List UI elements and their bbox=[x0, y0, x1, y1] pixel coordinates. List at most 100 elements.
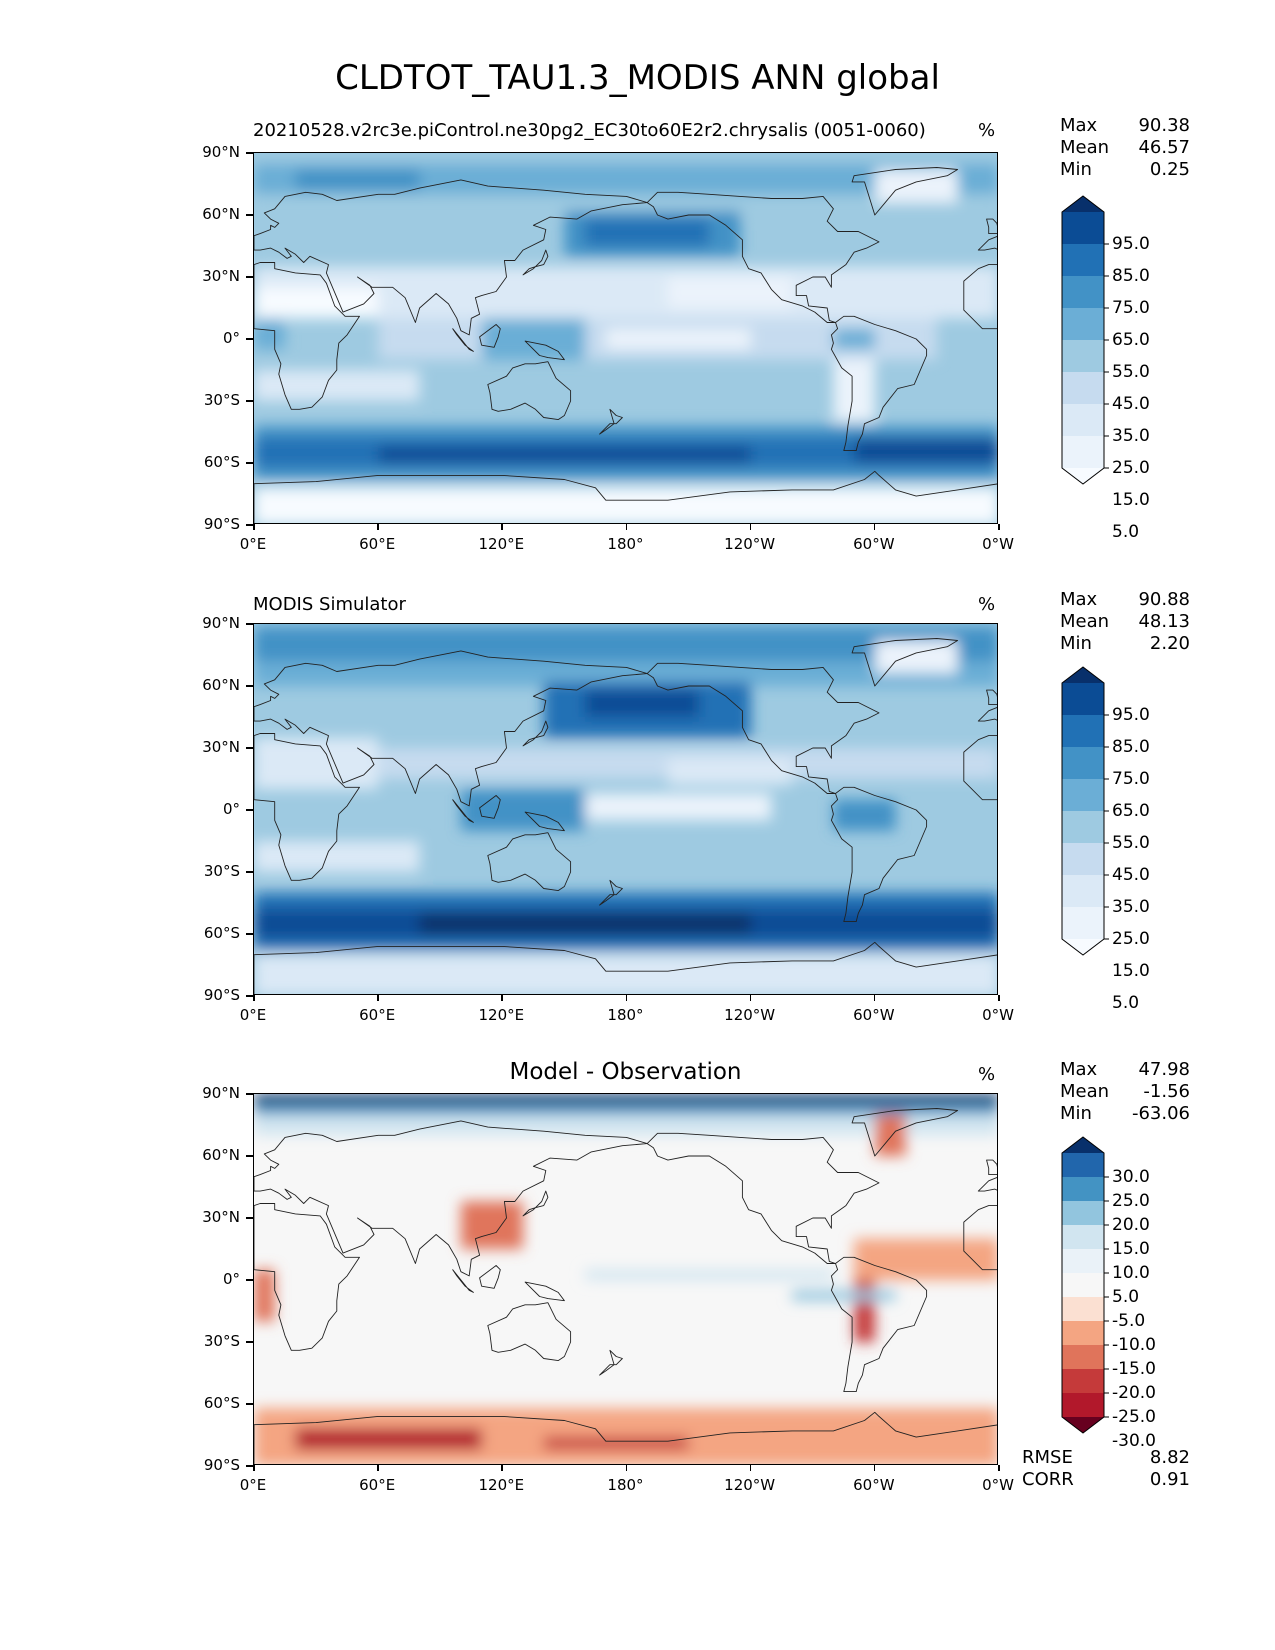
colorbar-label: 65.0 bbox=[1112, 801, 1150, 821]
field-region bbox=[254, 1104, 997, 1115]
field-region bbox=[543, 1437, 689, 1450]
colorbar-swatch bbox=[1062, 747, 1104, 780]
y-tick-mark bbox=[246, 747, 253, 749]
coastline bbox=[452, 328, 474, 352]
coastline bbox=[524, 1281, 565, 1302]
stat-min-value: -63.06 bbox=[1131, 1103, 1190, 1124]
x-tick-label: 180° bbox=[607, 535, 644, 553]
y-tick-mark bbox=[246, 933, 253, 935]
colorbar-extend-bottom bbox=[1062, 468, 1104, 484]
y-tick-label: 30°S bbox=[203, 862, 240, 880]
y-tick-mark bbox=[246, 1341, 253, 1343]
coastline bbox=[963, 735, 997, 801]
field-region bbox=[481, 318, 586, 360]
colorbar-extend-top bbox=[1062, 1137, 1104, 1153]
map-plot bbox=[253, 1093, 998, 1465]
coastline bbox=[479, 324, 501, 348]
panel-test: 20210528.v2rc3e.piControl.ne30pg2_EC30to… bbox=[0, 115, 1275, 592]
field-region bbox=[667, 758, 793, 786]
colorbar-swatch bbox=[1062, 404, 1104, 437]
page-title: CLDTOT_TAU1.3_MODIS ANN global bbox=[335, 58, 940, 98]
x-tick-mark bbox=[625, 995, 627, 1001]
coastline bbox=[599, 879, 623, 906]
y-tick-mark bbox=[246, 338, 253, 340]
y-tick-mark bbox=[246, 995, 253, 997]
y-tick-mark bbox=[246, 276, 253, 278]
coastline bbox=[963, 1205, 997, 1271]
map-plot bbox=[253, 623, 998, 995]
y-tick-mark bbox=[246, 214, 253, 216]
colorbar-swatch bbox=[1062, 1321, 1104, 1346]
y-tick-label: 60°S bbox=[203, 453, 240, 471]
y-tick-mark bbox=[246, 623, 253, 625]
corr-label: CORR bbox=[1022, 1469, 1074, 1490]
colorbar-label: 95.0 bbox=[1112, 705, 1150, 725]
colorbar-swatch bbox=[1062, 244, 1104, 277]
colorbar-label: 55.0 bbox=[1112, 833, 1150, 853]
x-tick-mark bbox=[377, 1465, 379, 1471]
y-tick-label: 60°N bbox=[202, 676, 240, 694]
coastline bbox=[830, 315, 928, 452]
corr-value: 0.91 bbox=[1149, 1469, 1190, 1490]
colorbar-label: 95.0 bbox=[1112, 234, 1150, 254]
coastline bbox=[522, 720, 549, 747]
panel-title: MODIS Simulator bbox=[253, 594, 406, 615]
field-region bbox=[254, 370, 420, 401]
coastline bbox=[599, 1349, 623, 1376]
x-tick-label: 0°E bbox=[239, 1006, 267, 1024]
coastline bbox=[522, 249, 549, 276]
field-region bbox=[254, 954, 997, 994]
coastline bbox=[524, 340, 565, 361]
stat-max-label: Max bbox=[1060, 589, 1098, 610]
x-tick-mark bbox=[998, 524, 1000, 530]
panel-units: % bbox=[978, 1064, 996, 1085]
colorbar-swatch bbox=[1062, 843, 1104, 876]
x-tick-mark bbox=[625, 1465, 627, 1471]
stats-box: Max 90.38 Mean 46.57 Min 0.25 bbox=[1060, 115, 1190, 181]
field-region bbox=[833, 799, 896, 831]
colorbar-swatch bbox=[1062, 875, 1104, 908]
x-tick-mark bbox=[501, 1465, 503, 1471]
coastline bbox=[646, 1132, 880, 1264]
stat-min-value: 2.20 bbox=[1149, 633, 1190, 654]
x-tick-label: 180° bbox=[607, 1476, 644, 1494]
y-tick-label: 30°S bbox=[203, 391, 240, 409]
colorbar-label: 15.0 bbox=[1112, 961, 1150, 981]
y-tick-mark bbox=[246, 152, 253, 154]
stat-max-value: 47.98 bbox=[1138, 1059, 1190, 1080]
colorbar-swatch bbox=[1062, 811, 1104, 844]
map-svg bbox=[254, 624, 997, 994]
colorbar-label: 10.0 bbox=[1112, 1263, 1150, 1283]
coastline bbox=[254, 1411, 997, 1464]
field-region bbox=[833, 359, 875, 422]
stat-max-value: 90.88 bbox=[1138, 589, 1190, 610]
colorbar-label: 65.0 bbox=[1112, 330, 1150, 350]
coastline bbox=[977, 1177, 997, 1192]
colorbar-label: -25.0 bbox=[1112, 1407, 1156, 1427]
x-tick-mark bbox=[749, 995, 752, 1001]
y-tick-mark bbox=[246, 400, 253, 402]
y-tick-mark bbox=[246, 871, 253, 873]
colorbar-svg bbox=[1061, 1136, 1109, 1434]
colorbar-extend-top bbox=[1062, 196, 1104, 212]
colorbar-swatch bbox=[1062, 276, 1104, 309]
stat-min-value: 0.25 bbox=[1149, 159, 1190, 180]
panel-units: % bbox=[978, 594, 996, 615]
colorbar-extend-top bbox=[1062, 667, 1104, 683]
coastline bbox=[522, 1190, 549, 1217]
x-tick-label: 120°E bbox=[478, 1476, 525, 1494]
stat-max-label: Max bbox=[1060, 115, 1098, 136]
y-tick-label: 60°N bbox=[202, 1146, 240, 1164]
field-region bbox=[254, 318, 286, 350]
x-tick-label: 120°W bbox=[724, 1476, 776, 1494]
panel-units: % bbox=[978, 120, 996, 141]
colorbar-label: -30.0 bbox=[1112, 1431, 1156, 1451]
colorbar-label: 45.0 bbox=[1112, 865, 1150, 885]
x-tick-label: 0°E bbox=[239, 535, 267, 553]
field-region bbox=[419, 913, 751, 934]
colorbar-label: 5.0 bbox=[1112, 522, 1140, 542]
stats-box: Max 47.98 Mean -1.56 Min -63.06 bbox=[1060, 1059, 1190, 1125]
coastline bbox=[254, 179, 648, 336]
field-region bbox=[667, 277, 793, 308]
coastline bbox=[986, 218, 997, 235]
